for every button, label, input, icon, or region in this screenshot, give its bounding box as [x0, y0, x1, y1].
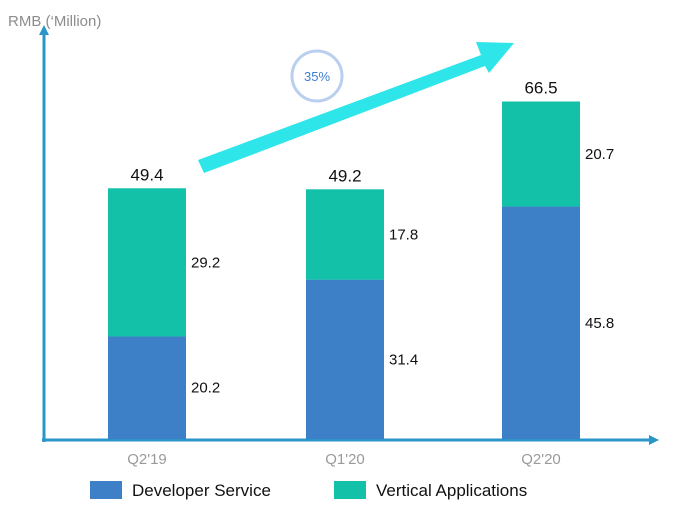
legend-label: Developer Service [132, 481, 271, 500]
segment-value-label: 31.4 [389, 351, 418, 368]
x-tick-label: Q2'20 [521, 451, 561, 468]
bars-group [108, 101, 580, 439]
y-axis-title: RMB (‘Million) [8, 13, 101, 30]
bar-segment-vertical-applications-1 [306, 189, 384, 280]
bar-segment-vertical-applications-0 [108, 188, 186, 337]
bar-total-label: 66.5 [524, 79, 557, 98]
segment-value-label: 45.8 [585, 315, 614, 332]
labels-group: 20.2 29.2 49.4 31.4 17.8 49.2 45.8 20.7 66.5 [130, 79, 614, 397]
bar-segment-developer-service-0 [108, 336, 186, 439]
growth-arrow [198, 42, 514, 173]
growth-rate-label: 35% [304, 69, 330, 84]
segment-value-label: 29.2 [191, 254, 220, 271]
x-tick-labels: Q2'19 Q1'20 Q2'20 [127, 451, 561, 468]
x-tick-label: Q1'20 [325, 451, 365, 468]
growth-annotation: 35% [198, 42, 514, 173]
segment-value-label: 20.7 [585, 146, 614, 163]
legend-label: Vertical Applications [376, 481, 527, 500]
bar-segment-developer-service-2 [502, 206, 580, 439]
bar-segment-developer-service-1 [306, 279, 384, 439]
legend-swatch [334, 481, 366, 499]
growth-badge [290, 49, 344, 103]
bar-total-label: 49.4 [130, 165, 163, 184]
legend: Developer Service Vertical Applications [90, 481, 527, 500]
bar-segment-vertical-applications-2 [502, 101, 580, 207]
segment-value-label: 20.2 [191, 380, 220, 397]
legend-swatch [90, 481, 122, 499]
segment-value-label: 17.8 [389, 226, 418, 243]
bar-total-label: 49.2 [328, 166, 361, 185]
x-tick-label: Q2'19 [127, 451, 167, 468]
